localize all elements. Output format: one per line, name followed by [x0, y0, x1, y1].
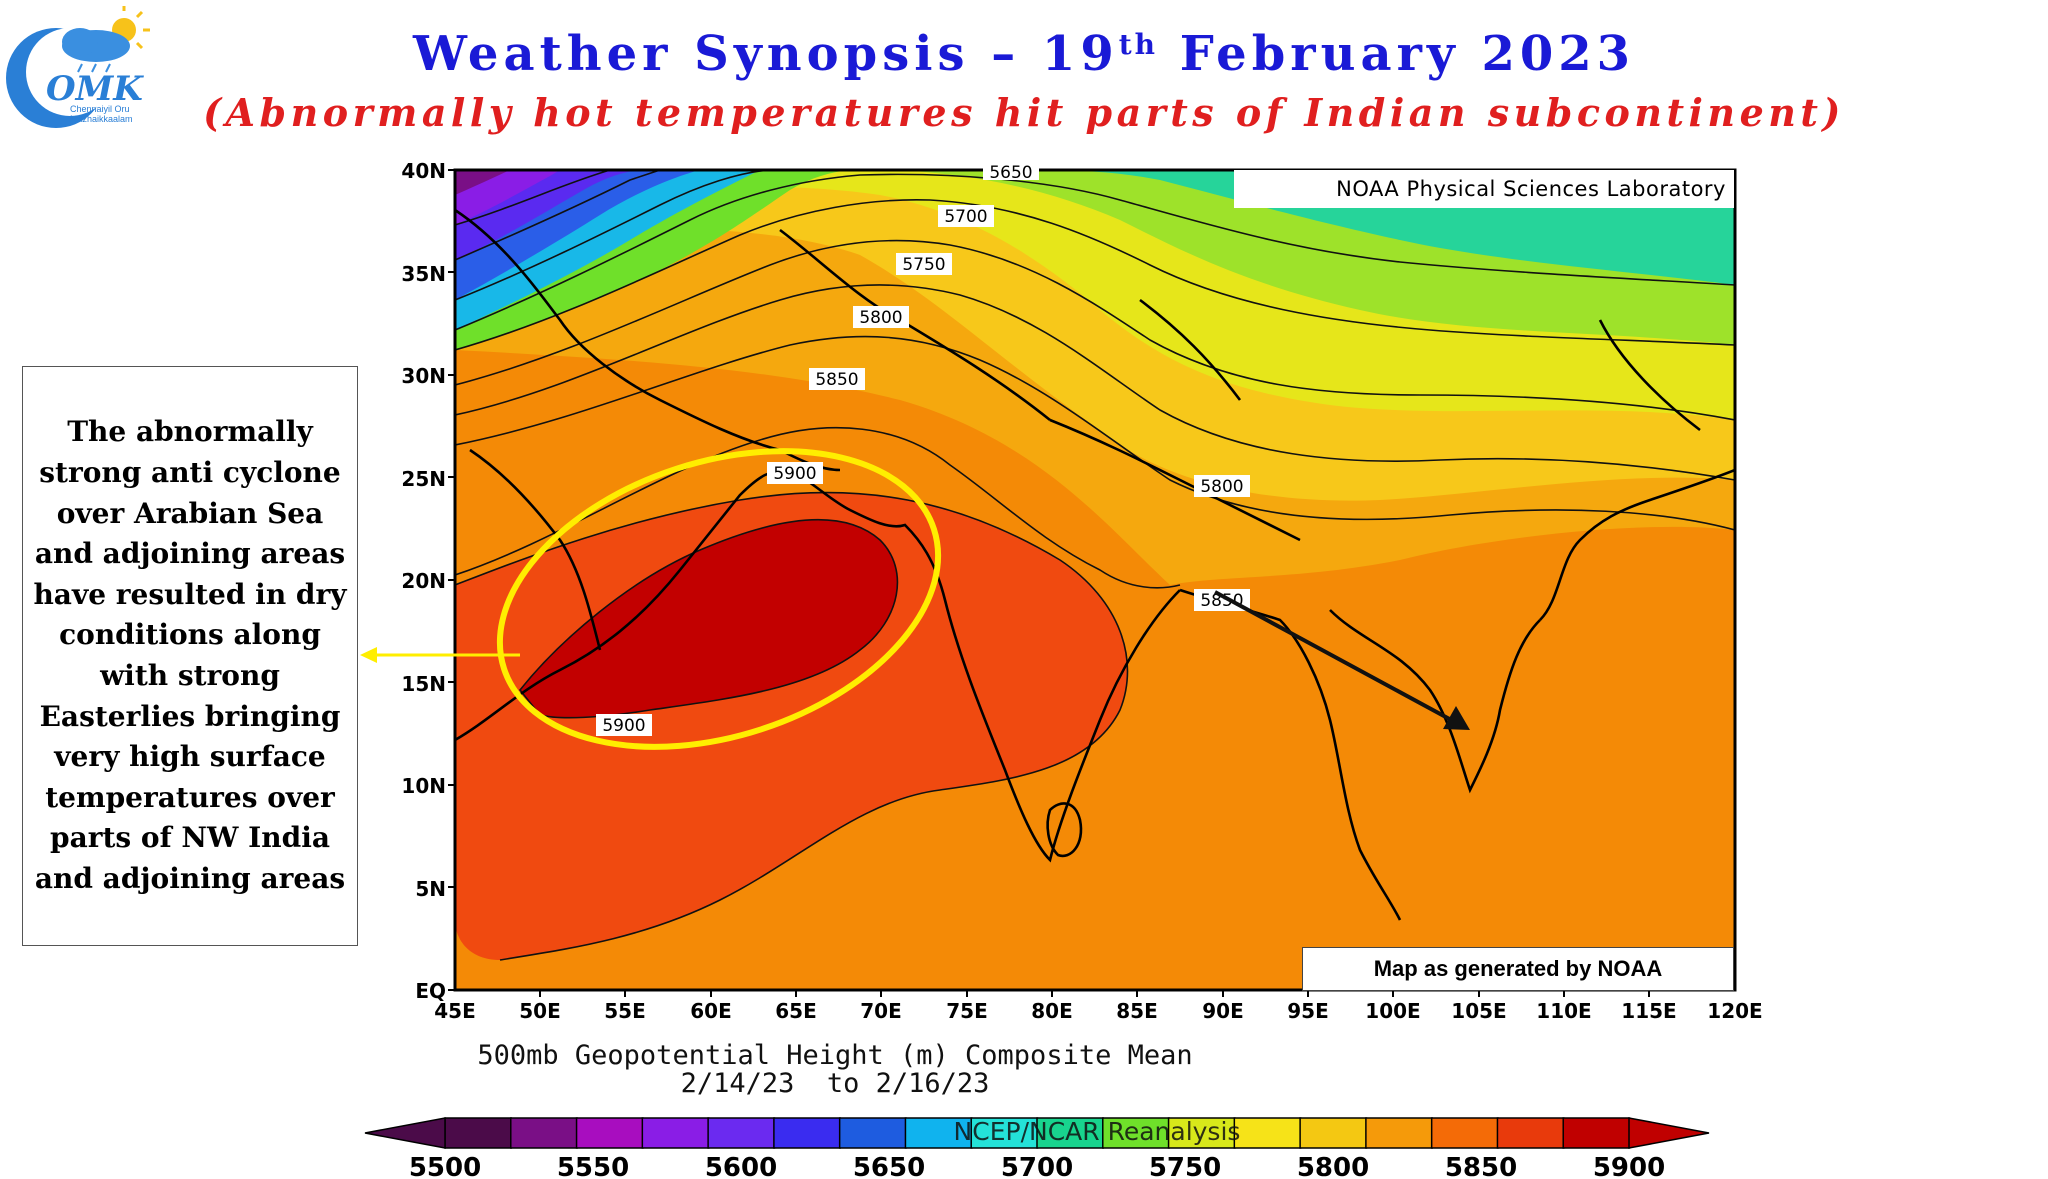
colorbar-ticks: 5500 5550 5600 5650 5700 5750 5800 5850 … — [409, 1153, 1665, 1179]
lat-label-20n: 20N — [401, 569, 446, 593]
omk-logo: OMK Chennaiyil Oru Mazhaikkaalam — [6, 6, 150, 128]
lon-ticks — [539, 990, 1650, 997]
colorbar-tick-5800: 5800 — [1297, 1153, 1369, 1179]
map-credit-label: Map as generated by NOAA — [1302, 947, 1734, 991]
lon-label-120e: 120E — [1707, 999, 1762, 1023]
colorbar-segment — [1299, 1117, 1368, 1149]
longitude-labels: 45E 50E 55E 60E 65E 70E 75E 80E 85E 90E … — [434, 999, 1762, 1023]
easterlies-arrow — [1214, 590, 1470, 730]
colorbar-left-arrow — [364, 1117, 446, 1149]
lat-label-eq: EQ — [415, 979, 446, 1003]
lon-label-70e: 70E — [860, 999, 902, 1023]
hot-region-5900 — [520, 519, 898, 718]
page-subtitle: (Abnormally hot temperatures hit parts o… — [203, 90, 1845, 135]
colorbar-segment — [1365, 1117, 1433, 1149]
colorbar-right-arrow — [1628, 1117, 1710, 1149]
map-plot-area — [455, 170, 1735, 990]
contour-label-5800: 5800 — [859, 308, 902, 328]
lon-label-60e: 60E — [690, 999, 732, 1023]
colorbar-segment — [1562, 1117, 1631, 1149]
colorbar-tick-5600: 5600 — [705, 1153, 777, 1179]
contour-label-5900-south: 5900 — [602, 716, 645, 736]
colorbar-segment — [838, 1117, 907, 1149]
colorbar-segment — [970, 1117, 1039, 1149]
colorbar-tick-5550: 5550 — [557, 1153, 629, 1179]
map-caption-title: 500mb Geopotential Height (m) Composite … — [477, 1040, 1193, 1071]
colorbar-segment — [707, 1117, 776, 1149]
colorbar-tick-5650: 5650 — [853, 1153, 925, 1179]
map-caption-dates: 2/14/23 to 2/16/23 — [680, 1068, 990, 1099]
colorbar-tick-5900: 5900 — [1593, 1153, 1665, 1179]
colorbar-segment — [510, 1117, 578, 1149]
annotation-text: The abnormally strong anti cyclone over … — [33, 415, 347, 895]
logo-brand: OMK — [46, 69, 144, 109]
page-title: Weather Synopsis – 19th February 2023 — [0, 26, 2048, 82]
contour-label-5900-north: 5900 — [773, 464, 816, 484]
lon-label-45e: 45E — [434, 999, 476, 1023]
colorbar-tick-5850: 5850 — [1445, 1153, 1517, 1179]
band-5350 — [455, 170, 510, 195]
lat-label-30n: 30N — [401, 364, 446, 388]
noaa-source-label: NOAA Physical Sciences Laboratory — [1234, 170, 1734, 208]
colorbar-tick-5500: 5500 — [409, 1153, 481, 1179]
anticyclone-highlight-ellipse — [496, 448, 942, 750]
lat-label-25n: 25N — [401, 467, 446, 491]
lat-label-5n: 5N — [415, 877, 446, 901]
colorbar-segment — [641, 1117, 710, 1149]
lat-label-15n: 15N — [401, 672, 446, 696]
lon-label-95e: 95E — [1287, 999, 1329, 1023]
logo-line1: Chennaiyil Oru — [70, 104, 130, 114]
colorbar-tick-5700: 5700 — [1001, 1153, 1073, 1179]
lon-label-65e: 65E — [775, 999, 817, 1023]
colorbar-segment — [1430, 1117, 1499, 1149]
logo-line2: Mazhaikkaalam — [70, 114, 133, 124]
lon-label-105e: 105E — [1451, 999, 1506, 1023]
lat-label-35n: 35N — [401, 262, 446, 286]
colorbar-overlay-label: NCEP/NCAR Reanalysis — [954, 1117, 1241, 1146]
title-suffix: February 2023 — [1158, 26, 1636, 82]
colorbar-segment — [1496, 1117, 1565, 1149]
colorbar-segment — [575, 1117, 644, 1149]
band-5400 — [455, 170, 560, 225]
title-superscript: th — [1118, 28, 1159, 61]
colorbar-segment — [1233, 1117, 1302, 1149]
annotation-box: The abnormally strong anti cyclone over … — [22, 366, 358, 946]
contour-label-5800-east: 5800 — [1200, 477, 1243, 497]
lon-label-80e: 80E — [1031, 999, 1073, 1023]
lat-label-10n: 10N — [401, 774, 446, 798]
lon-label-50e: 50E — [519, 999, 561, 1023]
lon-label-100e: 100E — [1365, 999, 1420, 1023]
colorbar — [364, 1117, 1710, 1149]
lon-label-85e: 85E — [1116, 999, 1158, 1023]
contour-label-5850: 5850 — [815, 370, 858, 390]
colorbar-segment — [773, 1117, 841, 1149]
latitude-labels: 40N 35N 30N 25N 20N 15N 10N 5N EQ — [401, 159, 446, 1003]
contour-label-5750: 5750 — [902, 255, 945, 275]
lon-label-110e: 110E — [1536, 999, 1591, 1023]
annotation-arrow — [360, 647, 520, 663]
colorbar-segment — [1167, 1117, 1236, 1149]
lat-ticks — [448, 169, 455, 991]
contour-label-5850-east: 5850 — [1200, 591, 1243, 611]
colorbar-segment — [444, 1117, 513, 1149]
lon-label-55e: 55E — [604, 999, 646, 1023]
contour-label-5650: 5650 — [989, 163, 1032, 183]
contour-lines — [455, 170, 1735, 961]
lat-label-40n: 40N — [401, 159, 446, 183]
lon-label-115e: 115E — [1621, 999, 1676, 1023]
lon-label-75e: 75E — [946, 999, 988, 1023]
title-prefix: Weather Synopsis – 19 — [412, 26, 1119, 82]
colorbar-tick-5750: 5750 — [1149, 1153, 1221, 1179]
lon-label-90e: 90E — [1202, 999, 1244, 1023]
colorbar-segment — [1102, 1117, 1170, 1149]
contour-label-5700: 5700 — [944, 207, 987, 227]
